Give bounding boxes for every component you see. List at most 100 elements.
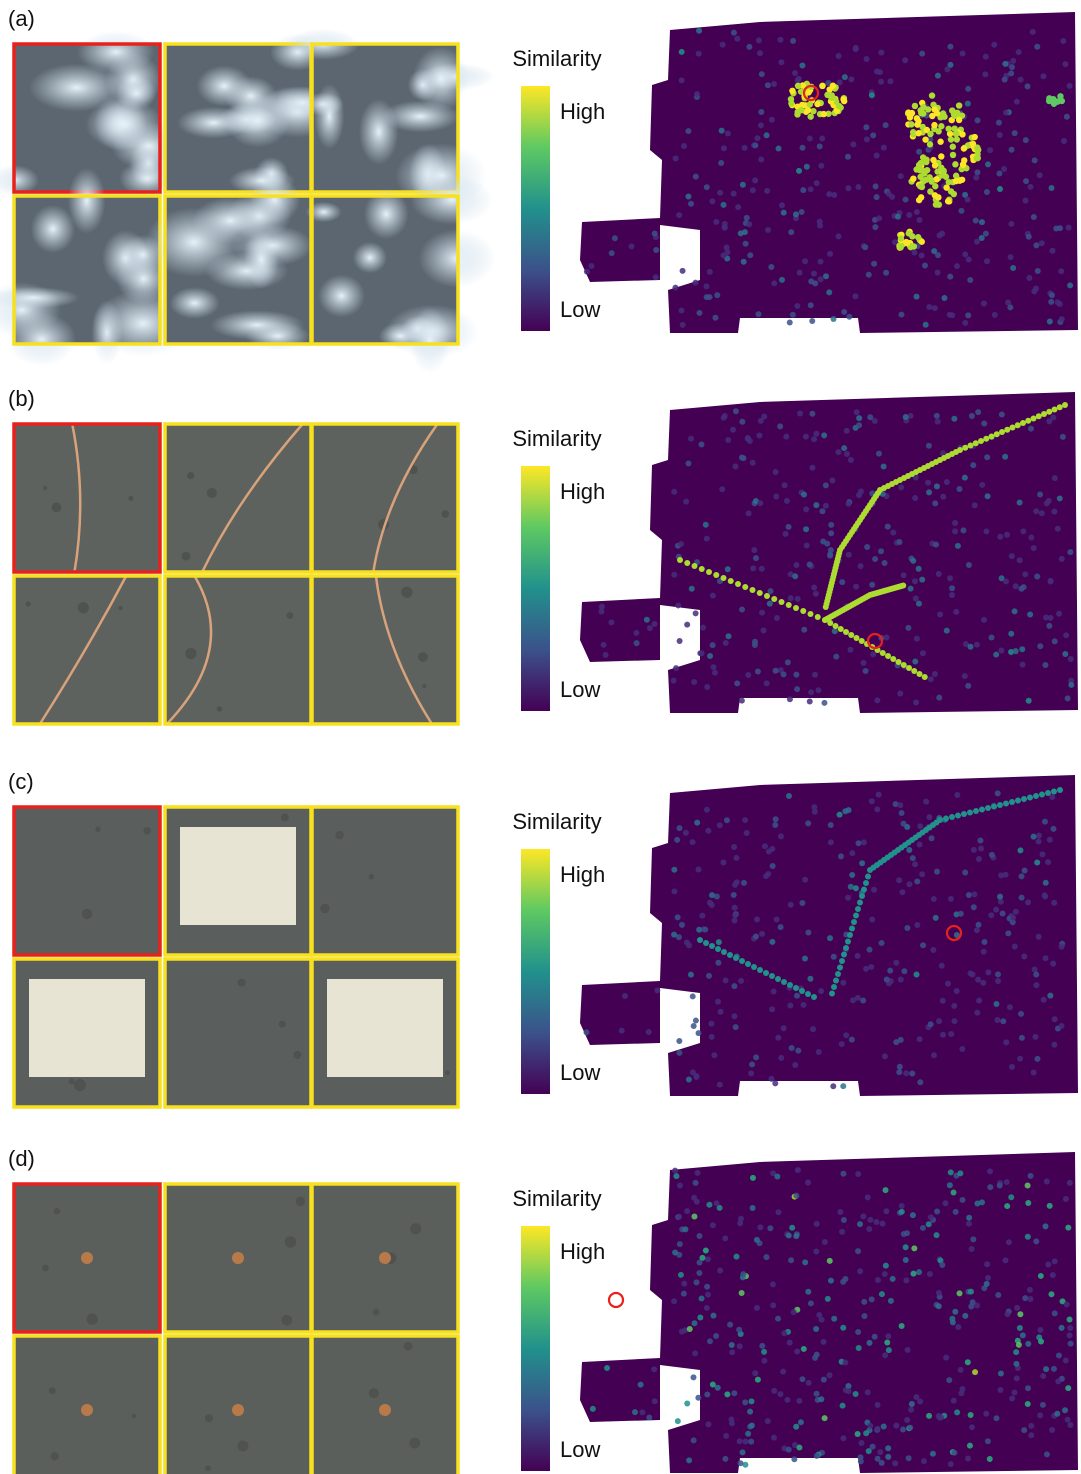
map-point: [925, 442, 932, 449]
map-point: [772, 816, 779, 823]
map-point: [1050, 825, 1057, 832]
map-point: [1025, 1385, 1032, 1392]
map-point: [691, 679, 698, 686]
map-point: [738, 1290, 745, 1297]
map-point: [682, 1327, 689, 1334]
map-point: [736, 1438, 743, 1445]
map-point: [867, 414, 874, 421]
map-point: [1000, 1018, 1007, 1025]
map-point: [984, 258, 991, 265]
tile-border: [12, 1182, 162, 1334]
map-point: [987, 1168, 994, 1175]
map-point: [913, 971, 920, 978]
map-point: [724, 249, 731, 256]
tile-border: [12, 957, 162, 1109]
map-point: [856, 1221, 863, 1228]
map-point: [819, 135, 826, 142]
map-point: [742, 1399, 749, 1406]
map-point: [973, 641, 980, 648]
map-point: [824, 540, 831, 547]
map-point: [857, 563, 864, 570]
image-tile: [310, 805, 460, 957]
map-point: [1063, 1301, 1070, 1308]
panel-label: (b): [8, 386, 35, 411]
map-point: [836, 811, 843, 818]
map-point: [817, 258, 824, 265]
map-point: [676, 1213, 683, 1220]
map-point: [997, 893, 1004, 900]
map-point: [882, 122, 889, 129]
map-point: [933, 1232, 940, 1239]
map-point: [943, 627, 950, 634]
map-point: [875, 450, 882, 457]
map-point: [856, 422, 863, 429]
similarity-map: [580, 12, 1078, 333]
map-point: [981, 938, 988, 945]
map-point: [866, 1339, 873, 1346]
map-point: [868, 92, 875, 99]
map-point: [896, 538, 903, 545]
map-point: [733, 854, 740, 861]
map-point: [830, 953, 837, 960]
map-point: [728, 1342, 735, 1349]
map-point: [1008, 553, 1015, 560]
map-point: [953, 932, 960, 939]
map-point: [934, 868, 941, 875]
map-point: [794, 595, 801, 602]
map-point: [1015, 49, 1022, 56]
map-line-point: [851, 919, 857, 925]
map-line-point: [698, 566, 705, 572]
map-point: [813, 180, 820, 187]
map-line-point: [706, 569, 712, 575]
map-point: [739, 606, 746, 613]
map-point: [959, 1045, 966, 1052]
map-point: [754, 1376, 761, 1383]
map-point: [654, 987, 661, 994]
map-point: [1051, 508, 1058, 515]
map-point: [996, 170, 1003, 177]
map-point: [763, 1254, 770, 1261]
map-point: [704, 1283, 711, 1290]
map-point: [852, 46, 859, 53]
map-point: [757, 122, 764, 129]
map-point: [997, 1387, 1004, 1394]
map-point: [884, 523, 891, 530]
map-hot-point: [804, 107, 812, 114]
map-point: [1013, 98, 1020, 105]
map-point: [749, 1204, 756, 1211]
map-point: [673, 1173, 680, 1180]
map-point: [946, 311, 953, 318]
colorbar-high: High: [560, 479, 605, 504]
tile-border: [310, 1334, 460, 1474]
map-point: [1020, 528, 1027, 535]
tile-cable: [165, 575, 213, 725]
map-point: [892, 1460, 899, 1467]
map-point: [871, 1333, 878, 1340]
map-point: [959, 1196, 966, 1203]
map-point: [1002, 1257, 1009, 1264]
map-line-point: [921, 674, 928, 680]
map-point: [993, 651, 1000, 658]
map-point: [793, 671, 800, 678]
map-hot-point: [958, 176, 966, 183]
map-line-point: [756, 590, 763, 596]
map-point: [1032, 1033, 1039, 1040]
map-line-point: [691, 563, 698, 569]
map-point: [674, 836, 681, 843]
map-point: [727, 1321, 734, 1328]
map-point: [850, 141, 857, 148]
map-point: [691, 1320, 698, 1327]
map-point: [978, 845, 985, 852]
map-point: [967, 1412, 974, 1419]
map-point: [1004, 1311, 1011, 1318]
map-point: [705, 1421, 712, 1428]
map-point: [685, 128, 692, 135]
tile-cable: [201, 423, 304, 573]
tile-speck: [422, 684, 427, 689]
map-point: [672, 1167, 679, 1174]
map-point: [799, 900, 806, 907]
map-point: [792, 1061, 799, 1068]
map-point: [684, 1208, 691, 1215]
map-point: [906, 881, 913, 888]
map-point: [952, 519, 959, 526]
